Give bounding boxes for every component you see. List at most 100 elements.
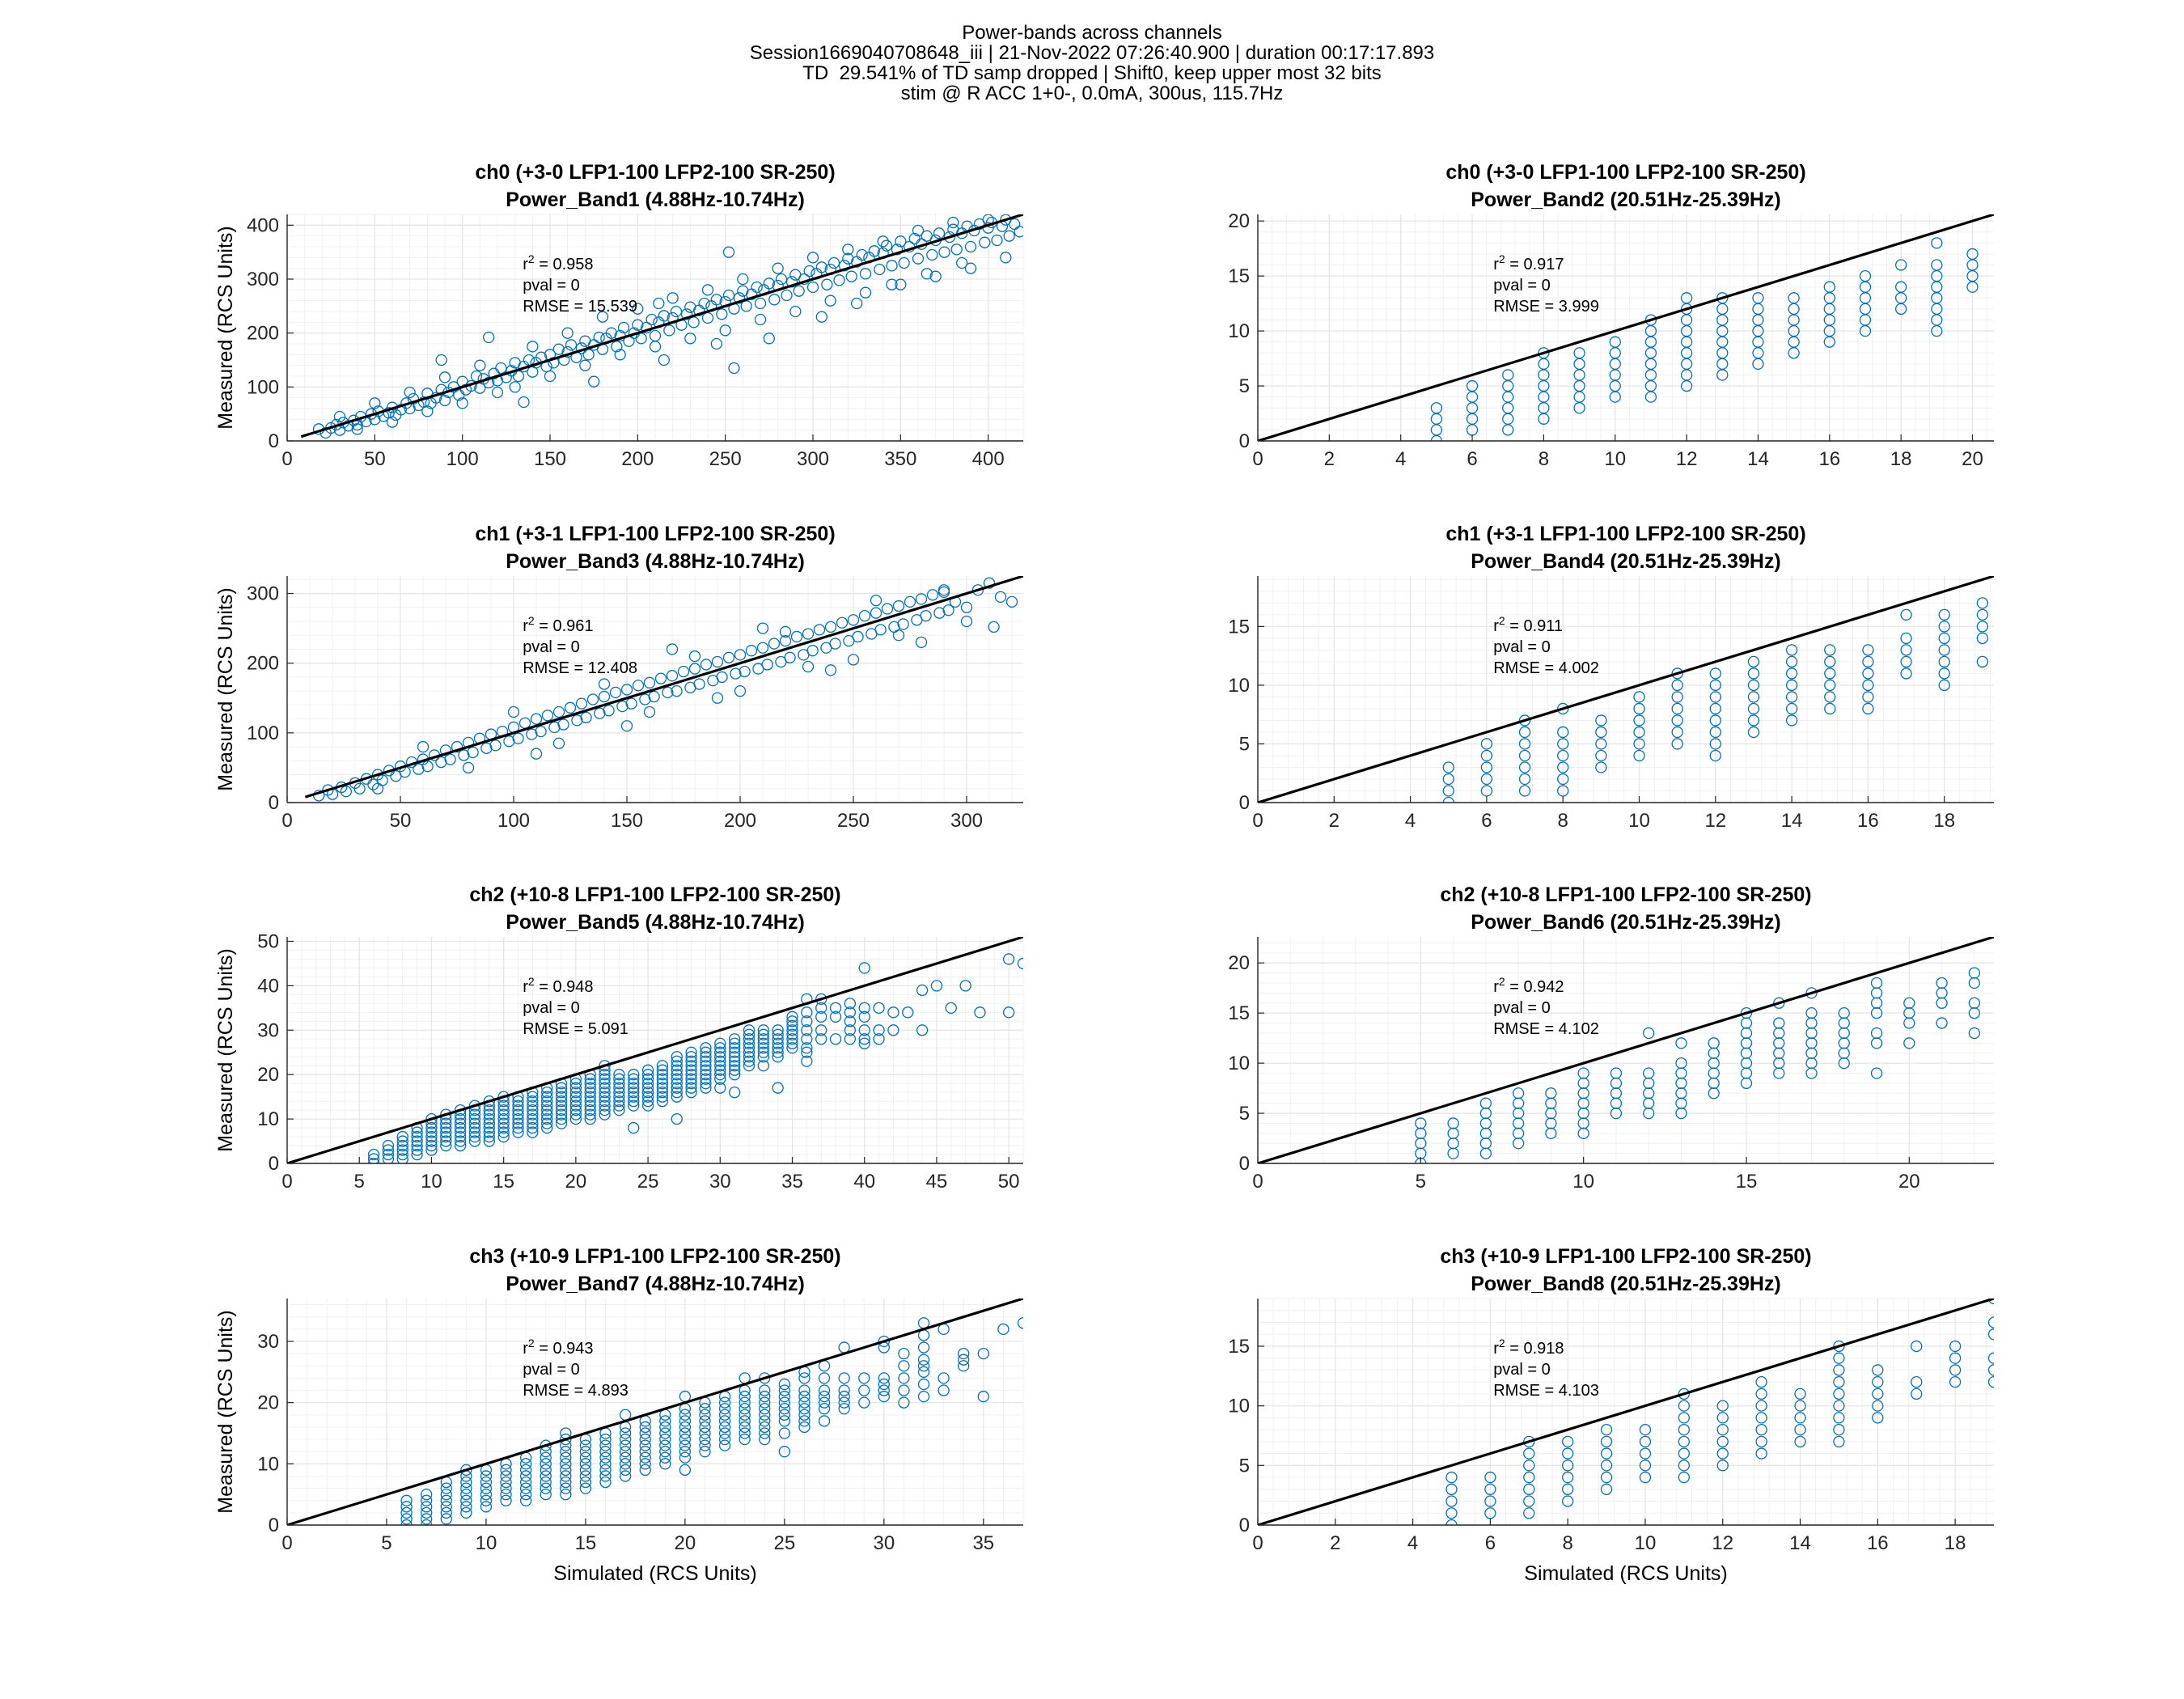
data-point <box>685 1051 697 1063</box>
data-point <box>1484 1471 1496 1484</box>
data-point <box>1557 726 1569 739</box>
data-point <box>527 1121 539 1134</box>
data-point <box>1639 1460 1652 1472</box>
data-point <box>1675 1057 1687 1070</box>
data-point <box>454 1139 467 1152</box>
data-point <box>891 244 904 256</box>
data-point <box>480 1494 493 1506</box>
data-point <box>599 1451 612 1464</box>
data-point <box>938 1384 950 1396</box>
data-point <box>569 1078 582 1090</box>
data-point <box>666 643 679 655</box>
data-point <box>594 707 606 719</box>
x-axis-label: Simulated (RCS Units) <box>553 1562 756 1585</box>
data-point <box>648 690 660 703</box>
data-point <box>1862 679 1874 692</box>
data-point <box>351 423 363 435</box>
data-point <box>599 1446 612 1458</box>
x-tick-label: 50 <box>390 810 412 832</box>
data-point <box>798 1390 811 1403</box>
data-point <box>609 686 622 699</box>
data-point <box>824 294 836 307</box>
data-point <box>838 1403 850 1415</box>
data-point <box>599 1476 612 1489</box>
y-tick-label: 5 <box>1239 1455 1250 1477</box>
data-point <box>917 1366 930 1378</box>
data-point <box>671 1091 683 1103</box>
data-point <box>579 359 591 371</box>
data-point <box>656 1091 669 1103</box>
data-point <box>519 1494 532 1506</box>
data-point <box>1639 1435 1652 1447</box>
data-point <box>1678 1447 1690 1460</box>
suptitle-line-4: stim @ R ACC 1+0-, 0.0mA, 300us, 115.7Hz <box>900 83 1284 104</box>
data-point <box>382 1139 395 1152</box>
pval-annotation: pval = 0 <box>1493 638 1551 656</box>
data-point <box>964 262 977 274</box>
data-point <box>552 737 565 749</box>
data-point <box>500 1464 512 1477</box>
data-point <box>598 690 611 703</box>
data-point <box>440 1135 452 1147</box>
data-point <box>671 1069 683 1081</box>
data-point <box>844 1015 857 1027</box>
data-point <box>1824 667 1836 680</box>
data-point <box>541 1099 553 1112</box>
data-point <box>1639 1447 1652 1460</box>
suptitle-line-3: TD 29.541% of TD samp dropped | Shift0, … <box>802 62 1382 84</box>
data-point <box>480 1482 493 1494</box>
data-point <box>1518 773 1531 786</box>
data-point <box>454 1135 467 1147</box>
data-point <box>790 630 803 643</box>
data-point <box>728 1046 741 1058</box>
data-point <box>1785 644 1798 656</box>
data-point <box>641 1091 654 1103</box>
data-point <box>874 624 887 636</box>
data-point <box>722 246 735 258</box>
y-tick-label: 0 <box>1239 792 1250 814</box>
x-tick-label: 0 <box>281 448 292 470</box>
data-point <box>679 1451 692 1464</box>
data-point <box>801 1042 813 1054</box>
x-tick-label: 20 <box>675 1532 696 1554</box>
suptitle-line-2: Session1669040708648_iii | 21-Nov-2022 0… <box>749 42 1435 64</box>
r2-annotation: r2 = 0.961 <box>523 614 593 635</box>
data-point <box>540 1489 552 1501</box>
data-point <box>714 1046 726 1058</box>
data-point <box>1480 749 1493 762</box>
data-point <box>555 1117 568 1129</box>
data-point <box>793 285 805 297</box>
data-point <box>878 1335 890 1348</box>
data-layer <box>1258 214 1994 441</box>
data-point <box>1716 292 1729 304</box>
data-point <box>527 1112 539 1125</box>
data-point <box>1794 1435 1806 1447</box>
data-point <box>699 1421 711 1434</box>
data-point <box>593 331 605 344</box>
data-point <box>786 1015 798 1027</box>
data-point <box>555 1087 568 1099</box>
data-point <box>1824 702 1836 715</box>
y-tick-label: 15 <box>1228 1336 1250 1358</box>
x-tick-label: 12 <box>1704 810 1726 832</box>
data-point <box>960 601 973 613</box>
data-point <box>641 1095 654 1108</box>
data-point <box>639 693 651 705</box>
data-point <box>915 593 928 605</box>
data-point <box>454 1126 467 1138</box>
data-point <box>1773 1017 1785 1029</box>
y-tick-label: 10 <box>257 1453 279 1475</box>
data-point <box>1938 608 1950 621</box>
data-point <box>1562 1460 1574 1472</box>
data-point <box>1595 726 1607 739</box>
data-point <box>829 1002 842 1014</box>
data-point <box>480 1476 493 1489</box>
data-point <box>1447 1117 1459 1129</box>
data-point <box>400 1513 413 1525</box>
data-point <box>500 1494 512 1506</box>
data-point <box>719 324 731 337</box>
x-tick-label: 18 <box>1933 810 1955 832</box>
data-point <box>950 244 963 256</box>
data-point <box>1938 621 1950 633</box>
data-point <box>512 1108 524 1121</box>
